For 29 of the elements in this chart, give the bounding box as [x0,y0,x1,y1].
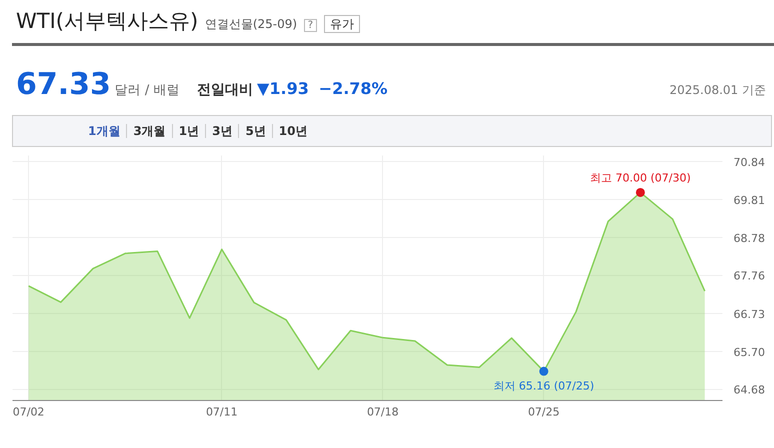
text: ▼1.93 [257,79,309,98]
y-tick-label: 67.76 [734,270,765,283]
annotation: 최고 70.00 (07/30) [590,171,691,184]
y-tick-label: 68.78 [734,232,765,246]
chart-title: WTI(서부텍사스유) [16,9,198,33]
text: 3년 [205,124,232,138]
x-tick-label: 07/02 [12,406,44,418]
x-tick-label: 07/18 [366,406,399,418]
text: 67.33 [16,67,111,102]
y-tick-label: 65.70 [734,346,765,359]
text: 3개월 [126,124,166,138]
text: 1개월 [88,124,120,138]
chart-subtitle: 연결선물(25-09) [204,17,298,31]
text: −2.78% [318,79,388,98]
text: 유가 [324,15,360,33]
text: 1년 [172,124,200,138]
text: 2025.08.01 기준 [669,82,766,99]
text: 10년 [272,124,308,138]
text: ? [304,19,318,32]
text: 5년 [238,124,266,138]
x-tick-label: 07/11 [206,406,238,418]
text: 전일대비 [197,82,254,98]
y-tick-label: 69.81 [734,194,765,207]
y-tick-label: 70.84 [734,156,765,169]
y-tick-label: 64.68 [734,384,765,397]
x-tick-label: 07/25 [528,406,560,418]
y-tick-label: 66.73 [734,308,765,321]
annotation: 최저 65.16 (07/25) [493,379,594,392]
text: 달러 / 배럴 [114,83,180,98]
